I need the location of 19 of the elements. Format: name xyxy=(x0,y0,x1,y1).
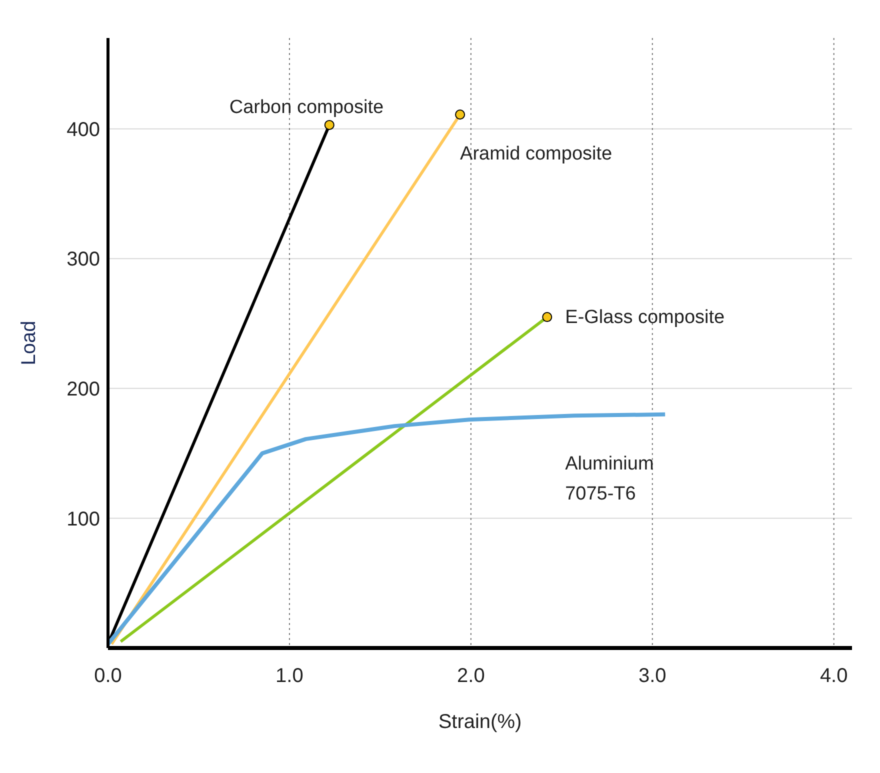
x-tick-label: 1.0 xyxy=(276,665,304,688)
point xyxy=(455,110,466,120)
annotation: Carbon composite xyxy=(229,96,384,118)
point xyxy=(324,120,334,130)
y-tick-label: 100 xyxy=(66,508,100,530)
y-axis-title: Load xyxy=(18,320,40,366)
y-tick-label: 300 xyxy=(66,248,100,271)
x-tick-label: 3.0 xyxy=(638,665,666,688)
point xyxy=(542,312,552,322)
annotation: Aluminium 7075-T6 xyxy=(565,453,654,504)
x-axis-title: Strain(%) xyxy=(438,711,522,733)
line-series xyxy=(108,412,668,646)
x-tick-label: 4.0 xyxy=(820,665,848,688)
x-tick-label: 2.0 xyxy=(457,665,485,688)
x-tick-label: 0.0 xyxy=(94,665,122,688)
annotation: E-Glass composite xyxy=(565,307,725,328)
annotation: Aramid composite xyxy=(460,144,612,165)
y-tick-label: 400 xyxy=(66,118,100,141)
y-tick-label: 200 xyxy=(66,378,100,401)
